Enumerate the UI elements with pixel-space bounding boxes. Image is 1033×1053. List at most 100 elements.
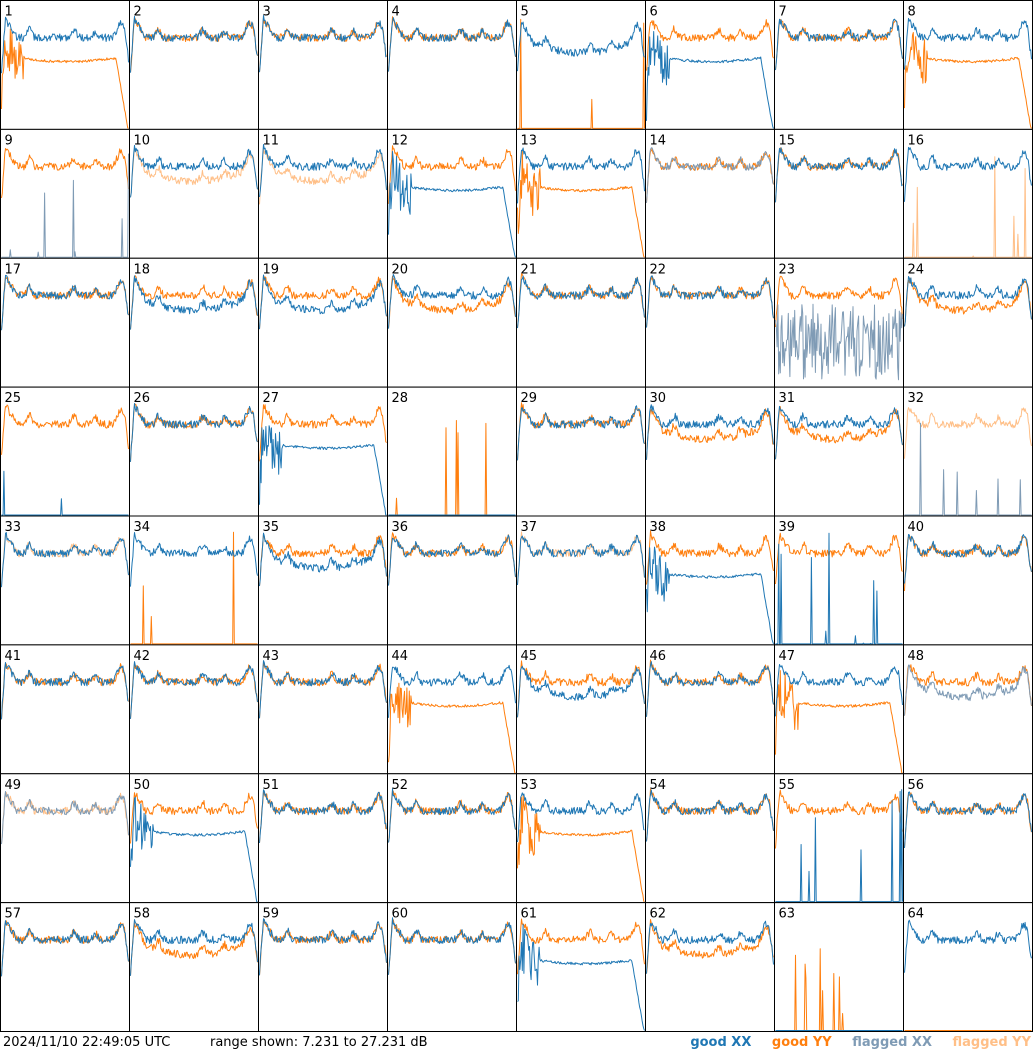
panel-52: 52	[387, 773, 517, 904]
panel-label: 59	[263, 907, 280, 922]
panel-frame	[903, 515, 1033, 646]
trace-yy	[1, 28, 129, 129]
legend-flagged-yy: flagged YY	[952, 1035, 1032, 1050]
panel-label: 17	[5, 262, 22, 277]
trace-xx	[517, 923, 645, 1031]
panel-33: 33	[0, 515, 130, 646]
panel-label: 49	[5, 778, 22, 793]
trace-yy	[517, 150, 645, 258]
trace-xx	[775, 303, 903, 381]
panel-frame	[516, 515, 646, 646]
trace-yy	[1, 148, 129, 198]
panel-label: 36	[392, 520, 409, 535]
panel-38: 38	[645, 515, 775, 646]
trace-yy	[904, 32, 1032, 129]
panel-24: 24	[903, 257, 1033, 388]
panel-47: 47	[774, 644, 904, 775]
trace-yy	[388, 145, 516, 204]
trace-xx	[388, 17, 516, 72]
panel-frame	[129, 128, 259, 259]
panel-frame	[258, 128, 388, 259]
trace-xx	[904, 276, 1032, 327]
panel-label: 31	[779, 391, 796, 406]
panel-label: 48	[908, 649, 925, 664]
panel-frame	[645, 386, 775, 517]
panel-label: 19	[263, 262, 280, 277]
panel-label: 50	[134, 778, 151, 793]
panel-frame	[903, 644, 1033, 775]
panel-label: 9	[5, 133, 13, 148]
panel-label: 44	[392, 649, 409, 664]
trace-xx	[259, 532, 387, 587]
panel-17: 17	[0, 257, 130, 388]
trace-xx	[130, 661, 258, 719]
panel-label: 21	[521, 262, 538, 277]
trace-xx	[646, 789, 774, 842]
trace-xx	[646, 31, 774, 129]
panel-13: 13	[516, 128, 646, 259]
panel-42: 42	[129, 644, 259, 775]
trace-yy	[130, 148, 258, 198]
panel-label: 14	[650, 133, 667, 148]
legend-good-xx: good XX	[690, 1035, 752, 1050]
panel-label: 33	[5, 520, 22, 535]
panel-label: 62	[650, 907, 667, 922]
panel-label: 42	[134, 649, 151, 664]
trace-yy	[517, 794, 645, 903]
trace-xx	[1, 470, 129, 516]
trace-xx	[130, 532, 258, 587]
panel-frame	[774, 515, 904, 646]
trace-xx	[775, 405, 903, 460]
trace-yy	[775, 275, 903, 328]
panel-frame	[516, 644, 646, 775]
panel-46: 46	[645, 644, 775, 775]
panel-frame	[645, 773, 775, 904]
trace-xx	[646, 661, 774, 717]
trace-xx	[646, 920, 774, 974]
legend-flagged-xx: flagged XX	[852, 1035, 932, 1050]
panel-40: 40	[903, 515, 1033, 646]
panel-frame	[903, 257, 1033, 388]
trace-yy	[517, 18, 645, 129]
legend: good XX good YY flagged XX flagged YY	[674, 1035, 1031, 1050]
panel-label: 6	[650, 5, 658, 20]
trace-xx	[130, 919, 258, 976]
panel-30: 30	[645, 386, 775, 517]
trace-xx	[259, 660, 387, 719]
panel-label: 55	[779, 778, 796, 793]
panel-label: 30	[650, 391, 667, 406]
panel-10: 10	[129, 128, 259, 259]
panel-label: 61	[521, 907, 538, 922]
trace-yy	[130, 792, 258, 844]
panel-frame	[258, 902, 388, 1032]
trace-xx	[259, 15, 387, 73]
panel-11: 11	[258, 128, 388, 259]
trace-yy	[259, 147, 387, 205]
trace-xx	[904, 919, 1032, 973]
panel-frame	[774, 257, 904, 388]
panel-34: 34	[129, 515, 259, 646]
panel-frame	[387, 257, 517, 388]
panel-label: 8	[908, 5, 916, 20]
panel-54: 54	[645, 773, 775, 904]
trace-yy	[775, 532, 903, 585]
panel-frame	[645, 644, 775, 775]
trace-xx	[388, 151, 516, 258]
trace-xx	[646, 275, 774, 328]
trace-yy	[388, 532, 516, 586]
panel-37: 37	[516, 515, 646, 646]
trace-xx	[388, 534, 516, 586]
panel-frame	[0, 902, 130, 1032]
trace-yy	[1, 404, 129, 455]
panel-label: 57	[5, 907, 22, 922]
panel-label: 34	[134, 520, 151, 535]
panel-frame	[258, 644, 388, 775]
panel-16: 16	[903, 128, 1033, 259]
panel-label: 32	[908, 391, 925, 406]
panel-frame	[0, 386, 130, 517]
panel-frame	[516, 257, 646, 388]
trace-yy	[130, 922, 258, 976]
panel-43: 43	[258, 644, 388, 775]
panel-label: 23	[779, 262, 796, 277]
panel-label: 37	[521, 520, 538, 535]
